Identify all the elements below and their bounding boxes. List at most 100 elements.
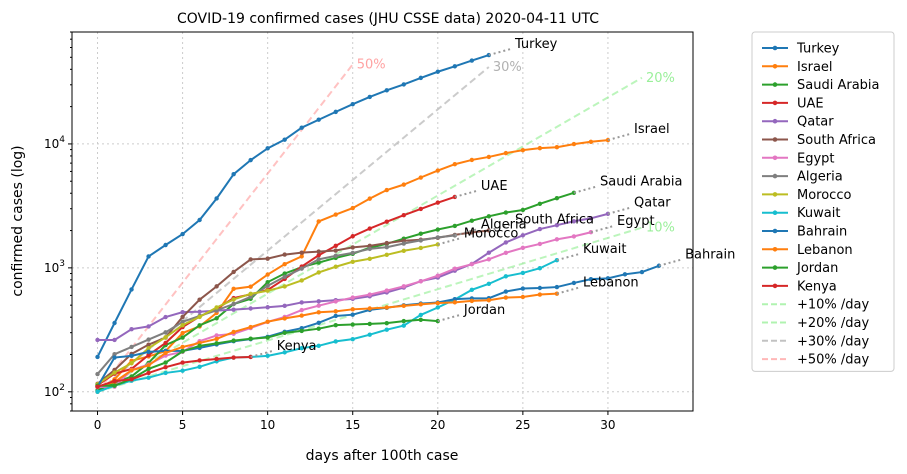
data-point xyxy=(469,157,475,163)
data-point xyxy=(350,336,355,342)
data-point xyxy=(333,109,338,115)
data-point xyxy=(265,256,270,261)
data-point xyxy=(486,214,492,219)
data-point xyxy=(333,309,338,314)
data-point xyxy=(435,168,440,173)
data-point xyxy=(401,303,406,309)
data-point xyxy=(537,241,543,247)
data-point xyxy=(554,284,560,290)
data-point xyxy=(554,145,560,150)
data-point xyxy=(350,245,355,250)
data-point xyxy=(418,245,423,251)
data-point xyxy=(537,226,543,232)
data-point xyxy=(146,375,151,380)
data-point xyxy=(333,339,338,344)
data-point xyxy=(197,343,202,349)
data-point xyxy=(197,217,202,223)
data-point xyxy=(214,341,219,346)
data-point xyxy=(214,333,219,338)
data-point xyxy=(282,137,287,142)
data-point xyxy=(316,299,321,304)
data-point xyxy=(163,330,168,335)
data-point xyxy=(384,305,389,310)
data-point xyxy=(316,249,321,254)
data-point xyxy=(214,196,219,201)
data-point xyxy=(418,175,423,180)
data-point xyxy=(401,82,406,87)
legend-marker xyxy=(772,210,778,215)
data-point xyxy=(367,292,372,297)
series-end-label: Morocco xyxy=(464,226,518,241)
x-tick-label: 10 xyxy=(260,418,275,432)
data-point xyxy=(180,344,185,350)
data-point xyxy=(350,234,355,239)
data-point xyxy=(469,218,475,223)
data-point xyxy=(486,250,492,255)
data-point xyxy=(486,154,492,160)
data-point xyxy=(384,240,389,246)
data-point xyxy=(265,272,270,277)
legend-marker xyxy=(772,173,778,179)
data-point xyxy=(367,256,372,261)
legend-entry: Saudi Arabia xyxy=(797,78,880,93)
data-point xyxy=(333,248,338,253)
reference-line-label: 10% xyxy=(646,221,675,236)
data-point xyxy=(537,285,543,291)
data-point xyxy=(384,320,389,326)
data-point xyxy=(469,298,475,304)
data-point xyxy=(367,243,372,249)
label-leader xyxy=(573,185,597,194)
data-point xyxy=(146,345,151,351)
label-leader xyxy=(488,223,512,232)
data-point xyxy=(520,294,526,300)
reference-line xyxy=(97,226,643,393)
data-point xyxy=(384,219,389,224)
label-leader xyxy=(454,228,478,237)
plot-frame xyxy=(71,31,694,412)
data-point xyxy=(248,157,253,163)
data-point xyxy=(299,300,304,305)
data-point xyxy=(146,370,151,376)
legend-marker xyxy=(772,118,778,124)
data-point xyxy=(146,366,151,372)
data-point xyxy=(248,257,253,262)
legend-entry: Kuwait xyxy=(797,206,840,221)
data-point xyxy=(265,353,270,359)
data-point xyxy=(452,162,458,167)
chart-title: COVID-19 confirmed cases (JHU CSSE data)… xyxy=(177,11,599,27)
legend-entry: Lebanon xyxy=(797,243,853,258)
data-point xyxy=(299,307,304,313)
data-point xyxy=(316,260,321,265)
data-point xyxy=(333,322,338,328)
label-leader xyxy=(607,206,631,215)
data-point xyxy=(503,274,509,279)
data-point xyxy=(95,371,100,377)
data-point xyxy=(231,297,236,302)
data-point xyxy=(299,125,304,130)
legend-entry: Kenya xyxy=(797,279,837,294)
data-point xyxy=(95,337,100,343)
legend: Turkey Israel Saudi Arabia UAE Qatar South Af… xyxy=(751,31,895,372)
data-point xyxy=(554,195,560,201)
data-point xyxy=(163,314,168,320)
data-point xyxy=(129,287,134,292)
data-point xyxy=(231,301,236,307)
data-point xyxy=(367,226,372,231)
series-end-label: Qatar xyxy=(634,196,671,211)
data-point xyxy=(129,326,134,332)
data-point xyxy=(214,336,219,342)
data-point xyxy=(571,219,577,224)
data-point xyxy=(520,286,526,291)
x-tick-label: 0 xyxy=(94,418,102,432)
data-point xyxy=(333,313,338,319)
data-point xyxy=(197,364,202,370)
data-point xyxy=(265,283,270,289)
data-point xyxy=(180,309,185,315)
data-point xyxy=(112,378,117,384)
data-point xyxy=(333,253,338,259)
series-end-label: Israel xyxy=(634,122,670,137)
data-point xyxy=(231,172,236,177)
series-end-label: UAE xyxy=(481,179,508,194)
data-point xyxy=(418,231,423,236)
